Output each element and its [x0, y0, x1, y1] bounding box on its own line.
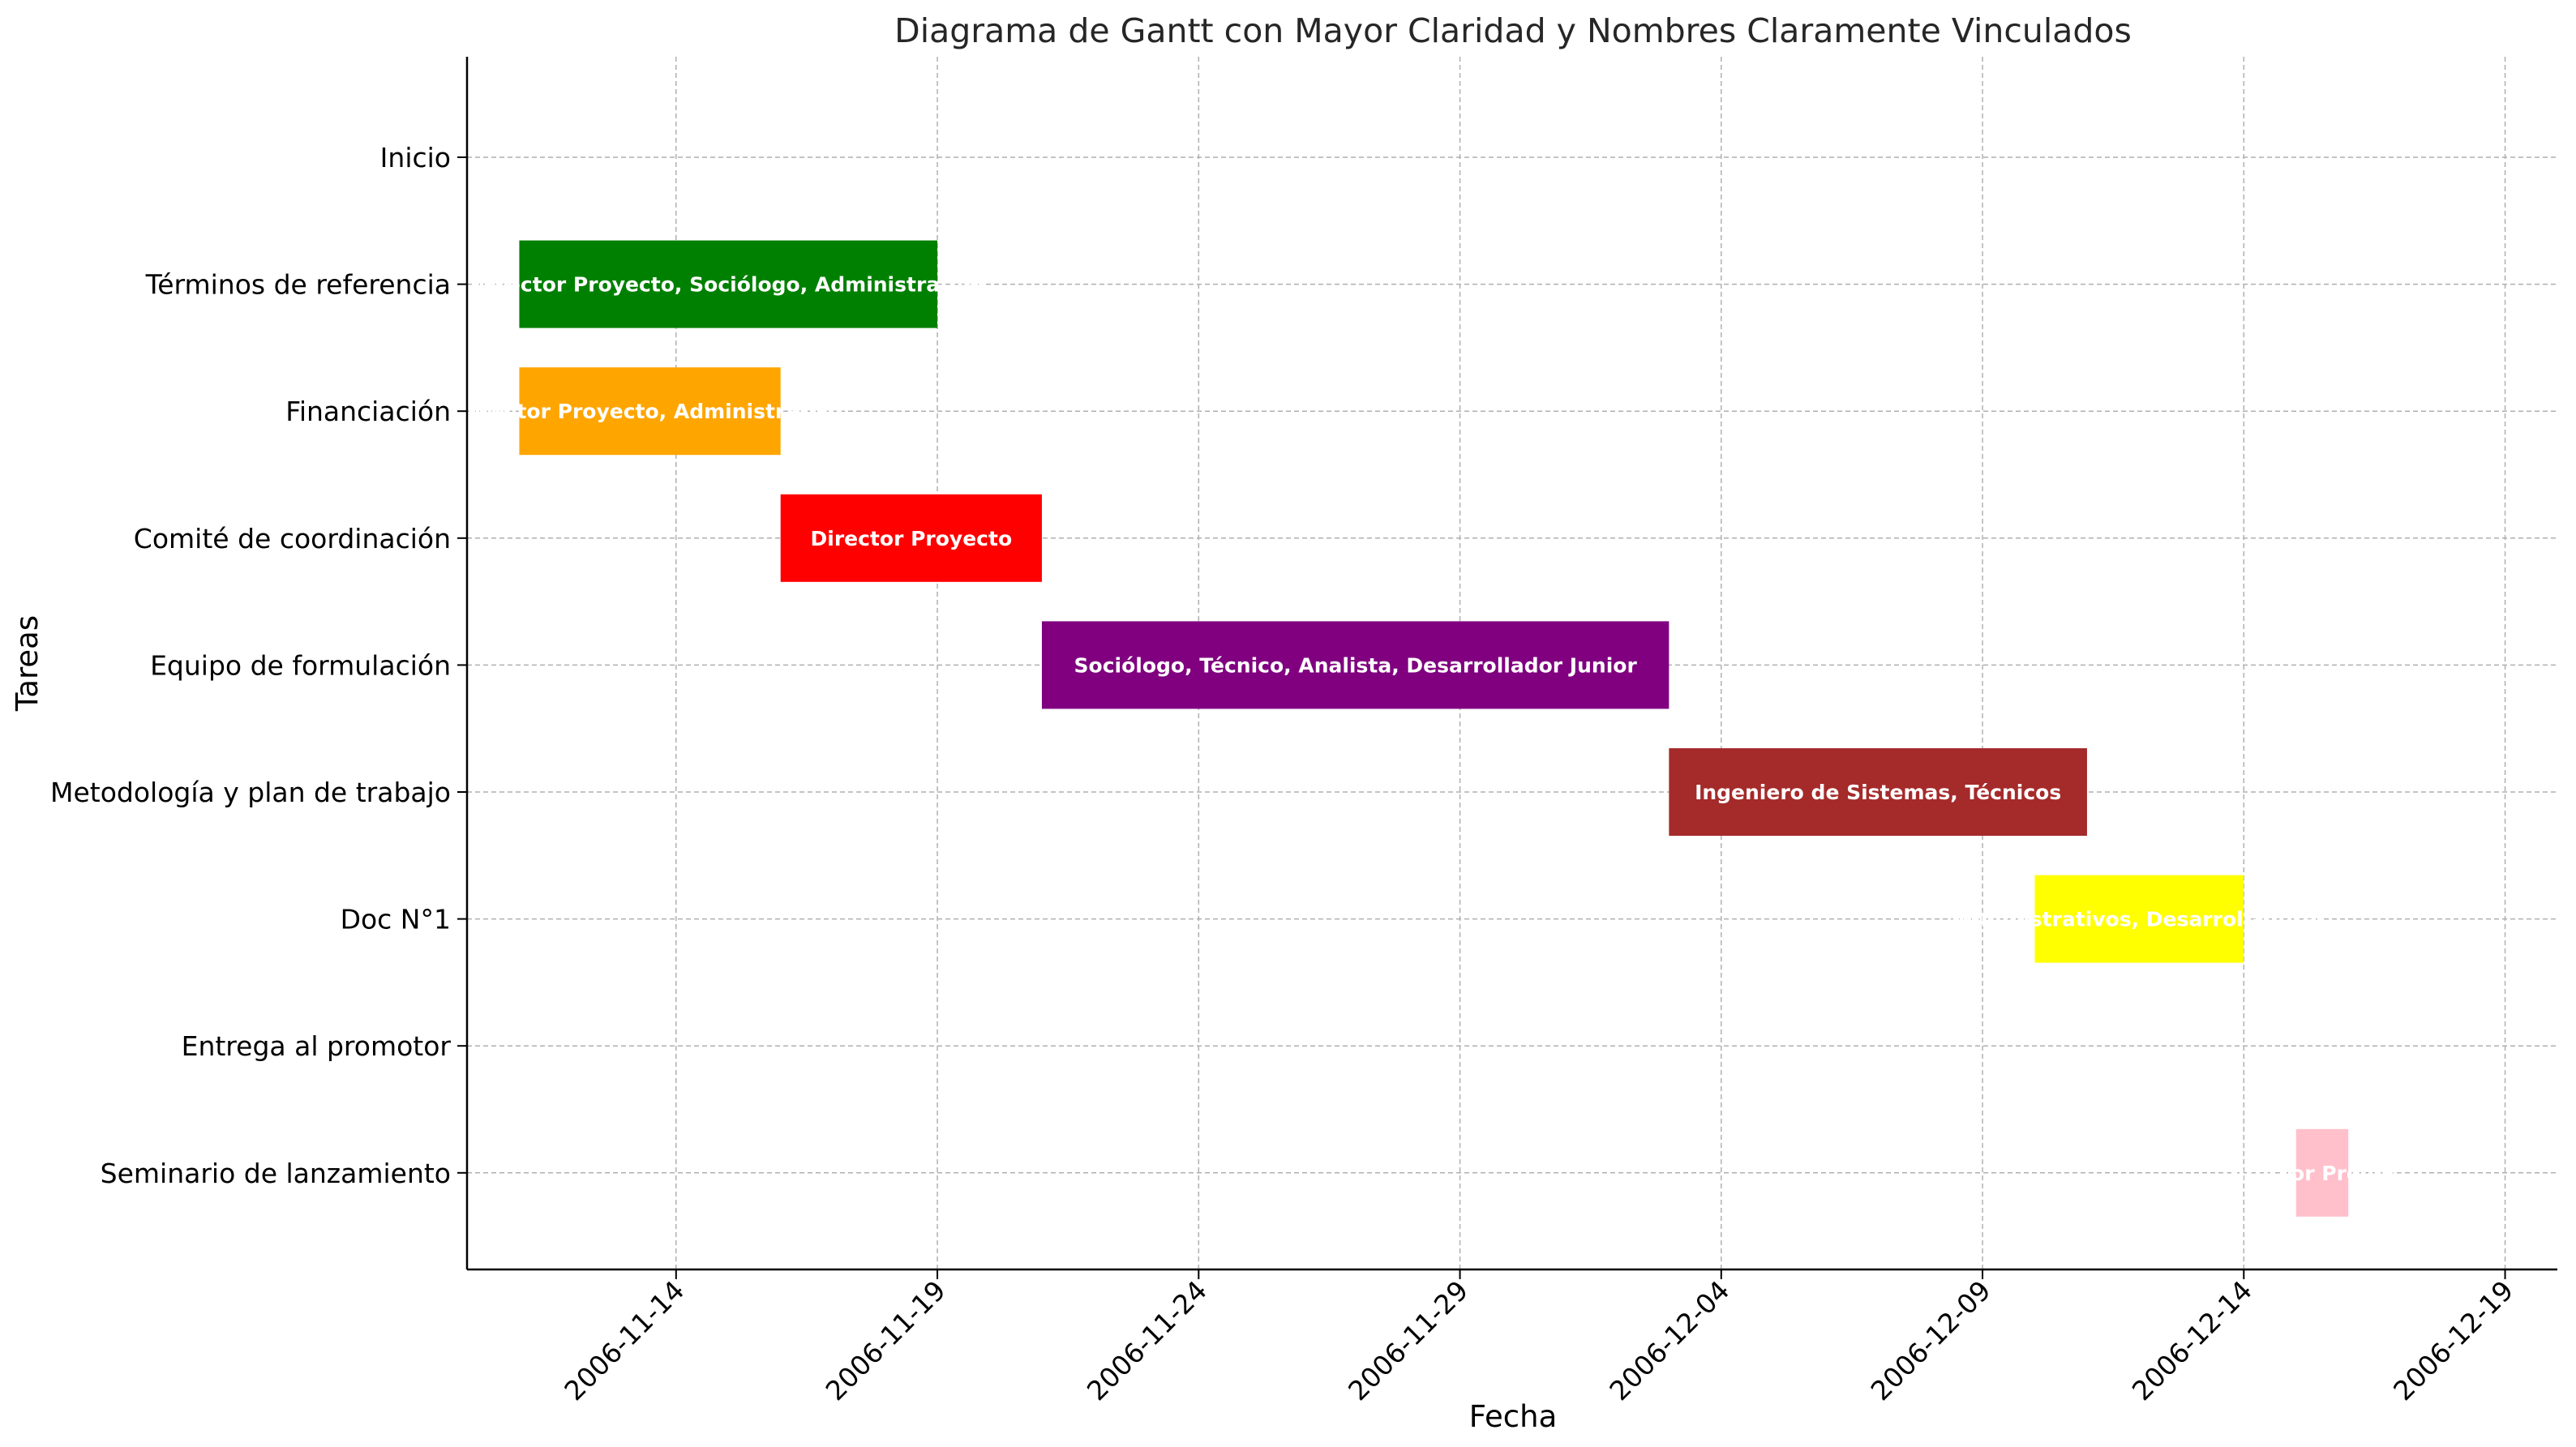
- y-tick-label: Seminario de lanzamiento: [101, 1158, 451, 1189]
- gantt-bar: [1041, 621, 1669, 709]
- y-tick-label: Metodología y plan de trabajo: [50, 777, 451, 808]
- x-tick-label: 2006-11-24: [1081, 1274, 1213, 1406]
- gantt-bar: [519, 240, 938, 328]
- bar-label: Director Proyecto: [811, 527, 1013, 550]
- gantt-bar: [1669, 748, 2087, 836]
- gantt-bar: [2034, 875, 2244, 963]
- y-tick-label: Comité de coordinación: [134, 523, 451, 554]
- y-tick-label: Inicio: [380, 142, 451, 173]
- y-tick-label: Doc N°1: [341, 904, 451, 935]
- y-tick-label: Equipo de formulación: [150, 649, 451, 681]
- y-tick-label: Entrega al promotor: [182, 1030, 452, 1062]
- chart-title: Diagrama de Gantt con Mayor Claridad y N…: [894, 11, 2132, 50]
- y-tick-label: Términos de referencia: [145, 269, 451, 301]
- gantt-bar: [2295, 1128, 2349, 1217]
- x-tick-label: 2006-11-19: [820, 1274, 952, 1406]
- y-tick-label: Financiación: [285, 396, 451, 427]
- x-tick-label: 2006-12-09: [1865, 1274, 1997, 1406]
- bar-label: Ingeniero de Sistemas, Técnicos: [1695, 781, 2061, 804]
- bars-clip-group: Director Proyecto, Sociólogo, Administra…: [457, 240, 2424, 1217]
- bars-layer: Director Proyecto, Sociólogo, Administra…: [457, 240, 2424, 1217]
- x-tick-label: 2006-11-29: [1342, 1274, 1474, 1406]
- bar-label: Director Proyecto: [2222, 1162, 2424, 1185]
- x-axis-title: Fecha: [1469, 1399, 1558, 1434]
- bar-label: Director Proyecto, Sociólogo, Administra…: [473, 273, 984, 297]
- x-tick-label: 2006-12-19: [2387, 1274, 2519, 1406]
- x-tick-label: 2006-12-04: [1603, 1274, 1735, 1406]
- bar-label: Sociólogo, Técnico, Analista, Desarrolla…: [1074, 653, 1638, 677]
- bar-label: Administrativos, Desarrolladores: [1950, 908, 2328, 931]
- x-tick-label: 2006-11-14: [558, 1274, 690, 1406]
- gantt-bar: [519, 367, 781, 456]
- bar-label: Director Proyecto, Administrativo: [457, 400, 842, 423]
- axes-layer: Inicio Términos de referencia Financiación…: [50, 57, 2557, 1406]
- gantt-bar: [780, 494, 1042, 582]
- y-axis-title: Tareas: [10, 615, 45, 712]
- x-tick-label: 2006-12-14: [2126, 1274, 2258, 1406]
